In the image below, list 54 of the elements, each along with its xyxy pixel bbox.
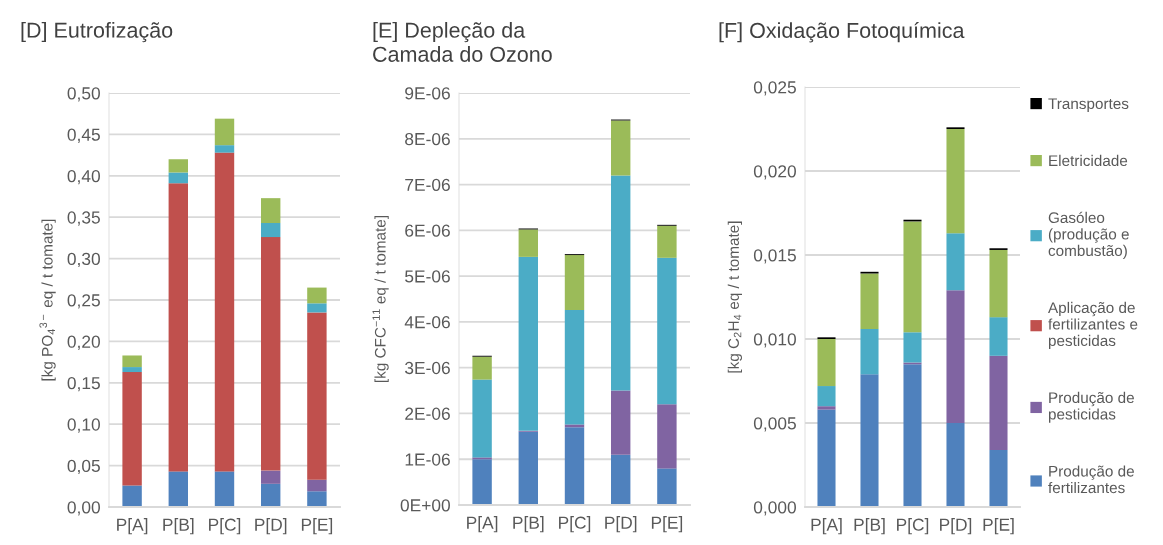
chart-title: [E] Depleção da Camada do Ozono: [373, 22, 552, 62]
y-tick-label: 0,00: [67, 501, 100, 516]
y-tick-label: 0,015: [753, 249, 796, 264]
y-tick-label: 0E+00: [400, 499, 450, 512]
y-tick-label: 0,05: [67, 459, 100, 475]
y-tick-label: 0,40: [67, 169, 100, 185]
y-tick-label: 0,000: [753, 501, 796, 516]
y-tick-label: 0,10: [67, 418, 100, 433]
legend-label: Produção de pesticidas: [1048, 391, 1134, 423]
x-tick-label: P[E]: [651, 516, 683, 533]
y-axis-title: [kg PO$_{4}$$^{3−}$ eq / t tomate]: [39, 219, 56, 381]
chart-title: [D] Eutrofização: [21, 22, 173, 43]
y-tick-label: 0,30: [67, 252, 100, 268]
x-tick-label: P[D]: [255, 518, 287, 535]
y-tick-label: 9E-06: [405, 87, 450, 100]
y-tick-label: 5E-06: [405, 270, 450, 283]
y-tick-label: 0,35: [67, 211, 100, 226]
y-tick-label: 0,010: [753, 333, 796, 348]
y-tick-label: 0,25: [67, 294, 100, 309]
y-tick-label: 8E-06: [405, 132, 450, 146]
legend-label: Produção de fertilizantes: [1048, 465, 1134, 494]
x-tick-label: P[B]: [854, 518, 885, 535]
y-tick-label: 0,50: [67, 87, 100, 102]
legend-label: Eletricidade: [1049, 154, 1128, 167]
x-tick-label: P[D]: [605, 516, 637, 533]
y-tick-label: 0,005: [753, 417, 796, 432]
y-tick-label: 0,45: [67, 128, 100, 143]
y-tick-label: 7E-06: [405, 178, 450, 192]
y-axis-title: [kg C$_{2}$H$_{4}$ eq / t tomate]: [727, 221, 742, 373]
y-tick-label: 0,20: [67, 335, 100, 350]
x-tick-label: P[B]: [163, 518, 194, 535]
x-tick-label: P[A]: [811, 518, 842, 535]
y-tick-label: 0,025: [753, 81, 796, 96]
y-tick-label: 3E-06: [405, 361, 450, 375]
x-tick-label: P[A]: [117, 518, 148, 535]
y-tick-label: 0,15: [67, 376, 100, 392]
legend-label: Transportes: [1048, 98, 1129, 113]
x-tick-label: P[A]: [467, 516, 498, 533]
x-tick-label: P[C]: [209, 518, 241, 535]
y-tick-label: 0,020: [753, 165, 796, 180]
x-tick-label: P[E]: [983, 518, 1014, 535]
legend-label: Aplicação de fertilizantes e pesticidas: [1048, 301, 1138, 350]
x-tick-label: P[C]: [559, 516, 591, 533]
chart-title: [F] Oxidação Fotoquímica: [719, 22, 965, 43]
x-tick-label: P[E]: [301, 518, 333, 535]
y-axis-title: [kg CFC$^{−11}$ eq / t tomate]: [372, 216, 389, 383]
y-tick-label: 6E-06: [405, 224, 450, 237]
x-tick-label: P[B]: [513, 516, 544, 533]
y-tick-label: 4E-06: [404, 316, 450, 329]
x-tick-label: P[D]: [940, 518, 972, 535]
y-tick-label: 1E-06: [405, 453, 450, 466]
legend-label: Gasóleo (produção e combustão): [1048, 211, 1129, 260]
x-tick-label: P[C]: [897, 518, 929, 535]
y-tick-label: 2E-06: [405, 407, 450, 420]
